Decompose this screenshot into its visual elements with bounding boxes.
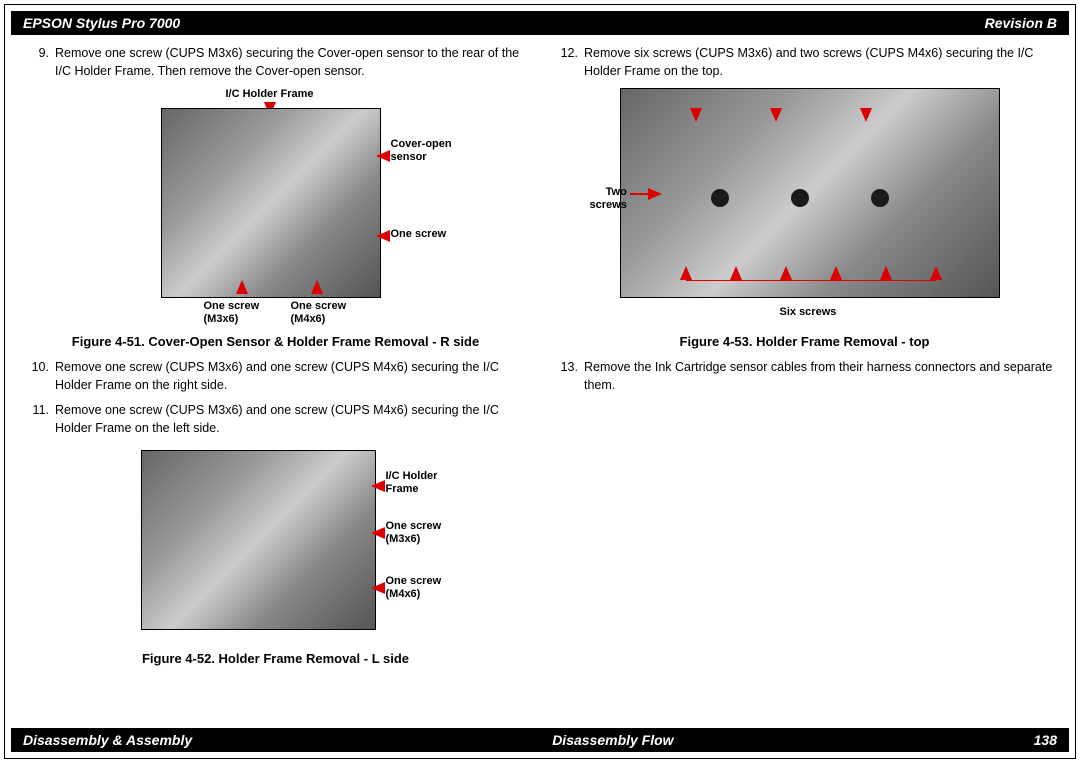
step-11: 11. Remove one screw (CUPS M3x6) and one… [25,402,526,437]
figure-4-52: I/C Holder Frame One screw (M3x6) One sc… [86,445,466,645]
header-title-left: EPSON Stylus Pro 7000 [23,15,180,31]
arrow-icon [730,266,742,280]
step-number: 10. [25,359,49,394]
label-one-screw-m3: One screw (M3x6) [386,520,442,545]
label-six-screws: Six screws [780,306,837,319]
page-frame: EPSON Stylus Pro 7000 Revision B 9. Remo… [4,4,1076,759]
figure-4-53: Two screws Six screws [590,88,1020,328]
label-two-screws: Two screws [590,186,627,211]
header-bar: EPSON Stylus Pro 7000 Revision B [11,11,1069,35]
arrow-icon [236,280,248,294]
figure-photo [141,450,376,630]
arrow-line [630,193,650,195]
step-text: Remove six screws (CUPS M3x6) and two sc… [584,45,1055,80]
content-area: 9. Remove one screw (CUPS M3x6) securing… [5,35,1075,716]
footer-right: 138 [1034,732,1057,748]
footer-center: Disassembly Flow [552,732,673,748]
arrow-line [686,280,936,281]
figure-photo [161,108,381,298]
arrow-icon [371,582,385,594]
right-column: 12. Remove six screws (CUPS M3x6) and tw… [554,45,1055,676]
figure-caption-4-52: Figure 4-52. Holder Frame Removal - L si… [25,651,526,666]
step-text: Remove one screw (CUPS M3x6) and one scr… [55,359,526,394]
label-ic-holder-frame: I/C Holder Frame [386,470,438,495]
arrow-icon [648,188,662,200]
step-text: Remove one screw (CUPS M3x6) securing th… [55,45,526,80]
label-one-screw-m4: One screw (M4x6) [386,575,442,600]
arrow-icon [930,266,942,280]
label-one-screw-m3: One screw (M3x6) [204,300,260,325]
label-one-screw: One screw [391,228,447,241]
label-ic-holder-frame: I/C Holder Frame [226,88,314,101]
header-title-right: Revision B [985,15,1057,31]
figure-photo [620,88,1000,298]
arrow-icon [371,480,385,492]
step-number: 11. [25,402,49,437]
arrow-icon [376,230,390,242]
label-one-screw-m4: One screw (M4x6) [291,300,347,325]
step-10: 10. Remove one screw (CUPS M3x6) and one… [25,359,526,394]
figure-4-51: I/C Holder Frame Cover-open sensor One s… [86,88,466,328]
hole-icon [791,189,809,207]
hole-icon [871,189,889,207]
arrow-icon [770,108,782,122]
label-cover-open-sensor: Cover-open sensor [391,138,452,163]
arrow-icon [680,266,692,280]
arrow-icon [830,266,842,280]
step-text: Remove one screw (CUPS M3x6) and one scr… [55,402,526,437]
figure-caption-4-53: Figure 4-53. Holder Frame Removal - top [554,334,1055,349]
arrow-icon [371,527,385,539]
step-number: 13. [554,359,578,394]
arrow-icon [311,280,323,294]
left-column: 9. Remove one screw (CUPS M3x6) securing… [25,45,526,676]
arrow-icon [690,108,702,122]
footer-bar: Disassembly & Assembly Disassembly Flow … [11,728,1069,752]
footer-left: Disassembly & Assembly [23,732,192,748]
step-text: Remove the Ink Cartridge sensor cables f… [584,359,1055,394]
arrow-icon [880,266,892,280]
step-number: 9. [25,45,49,80]
step-13: 13. Remove the Ink Cartridge sensor cabl… [554,359,1055,394]
step-number: 12. [554,45,578,80]
step-12: 12. Remove six screws (CUPS M3x6) and tw… [554,45,1055,80]
step-9: 9. Remove one screw (CUPS M3x6) securing… [25,45,526,80]
arrow-icon [780,266,792,280]
arrow-icon [376,150,390,162]
arrow-icon [860,108,872,122]
figure-caption-4-51: Figure 4-51. Cover-Open Sensor & Holder … [25,334,526,349]
hole-icon [711,189,729,207]
